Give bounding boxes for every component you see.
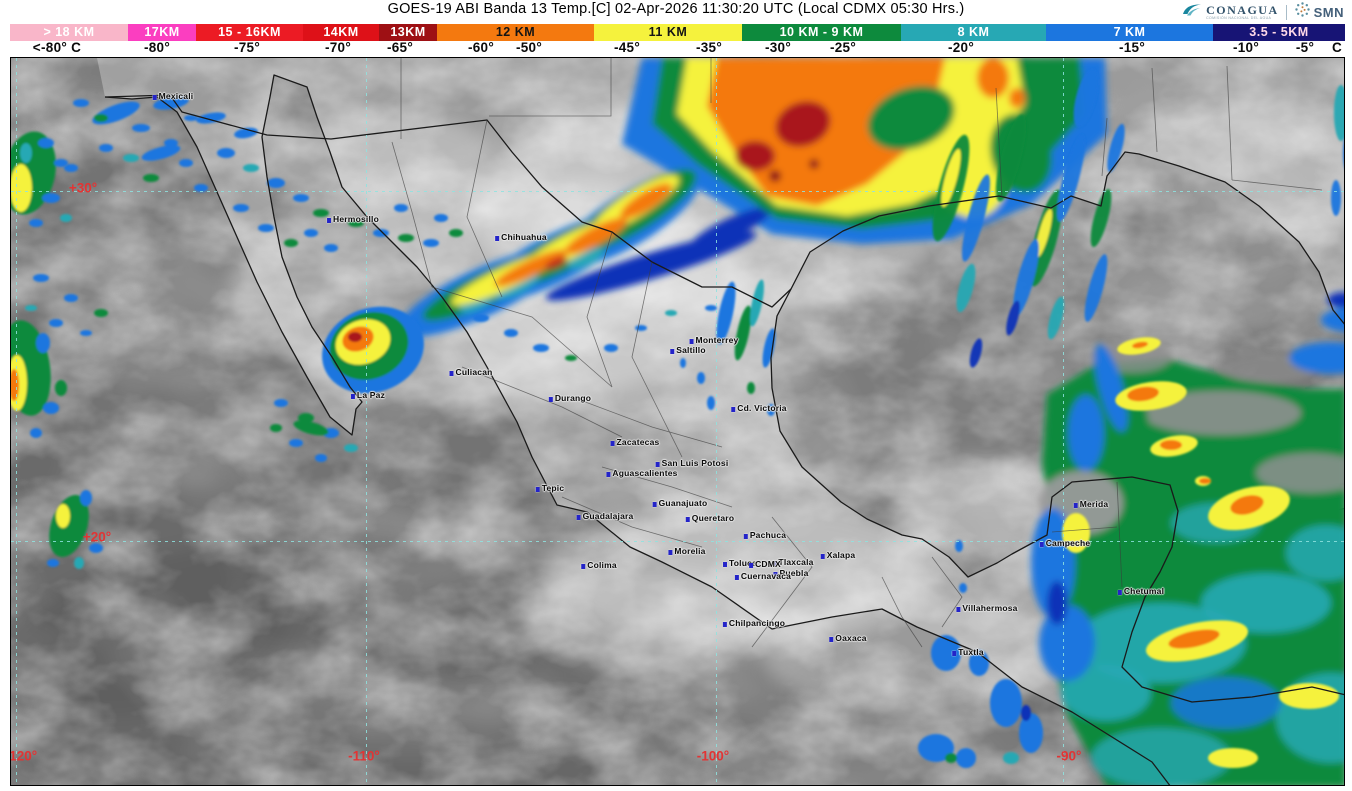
colorbar-segment: 13KM — [379, 24, 437, 41]
city-label: Zacatecas — [611, 437, 660, 447]
temp-label: <-80° C — [32, 40, 82, 55]
city-label: Aguascalientes — [606, 468, 677, 478]
coastlines — [104, 74, 1344, 785]
city-label: Pachuca — [744, 530, 786, 540]
city-label: Villahermosa — [956, 603, 1017, 613]
gridline-vertical — [716, 58, 717, 785]
city-label: Merida — [1074, 499, 1109, 509]
city-label: Colima — [581, 560, 617, 570]
colorbar-segment: 8 KM — [901, 24, 1046, 41]
longitude-label: -120° — [10, 748, 38, 764]
colorbar-segment: 7 KM — [1046, 24, 1213, 41]
city-label: San Luis Potosi — [656, 458, 729, 468]
longitude-label: -100° — [696, 748, 730, 764]
latitude-label: +30° — [68, 180, 98, 196]
city-label: Campeche — [1040, 538, 1091, 548]
city-label: Chilpancingo — [723, 618, 785, 628]
conagua-tagline: COMISIÓN NACIONAL DEL AGUA — [1206, 15, 1272, 20]
smn-spiral-icon — [1294, 1, 1311, 23]
smn-wordmark: SMN — [1313, 4, 1344, 20]
altitude-colorbar: > 18 KM 17KM 15 - 16KM 14KM 13KM 12 KM 11 KM 10… — [0, 24, 1352, 41]
city-label: Tlaxcala — [772, 557, 813, 567]
longitude-label: -90° — [1056, 748, 1082, 764]
speckles-northwest — [25, 96, 463, 336]
page-title: GOES-19 ABI Banda 13 Temp.[C] 02-Apr-202… — [387, 1, 965, 17]
temp-label: -75° — [233, 40, 261, 55]
city-label: Mexicali — [153, 91, 194, 101]
temp-label: -70° — [324, 40, 352, 55]
city-label: Queretaro — [686, 513, 734, 523]
city-label: Puebla — [773, 568, 808, 578]
gridline-vertical — [366, 58, 367, 785]
city-label: Tuxtla — [952, 647, 984, 657]
gridline-horizontal — [11, 541, 1344, 542]
storm-east-streaks — [932, 68, 1344, 368]
temp-label: -45° — [613, 40, 641, 55]
colorbar-segment: 17KM — [128, 24, 196, 41]
temperature-scale: <-80° C -80° -75° -70° -65° -60° -50° -45° -35° -… — [0, 40, 1352, 57]
city-label: Xalapa — [821, 550, 856, 560]
temp-label: -5° — [1295, 40, 1315, 55]
gridline-horizontal — [11, 191, 1344, 192]
city-label: Morelia — [668, 546, 705, 556]
city-label: Chetumal — [1118, 586, 1164, 596]
smn-logo: SMN — [1294, 1, 1344, 23]
city-label: Culiacan — [449, 367, 492, 377]
city-label: Tepic — [536, 483, 565, 493]
temp-label: -20° — [947, 40, 975, 55]
temp-label: -15° — [1118, 40, 1146, 55]
gridline-vertical — [16, 58, 17, 785]
conagua-logo: CONAGUA COMISIÓN NACIONAL DEL AGUA — [1181, 2, 1279, 22]
satellite-imagery — [11, 58, 1344, 785]
colorbar-segment: 3.5 - 5KM — [1213, 24, 1345, 41]
colorbar-segment: 14KM — [303, 24, 379, 41]
temp-label: -65° — [386, 40, 414, 55]
city-label: Cd. Victoria — [731, 403, 786, 413]
temp-label: -60° — [467, 40, 495, 55]
conagua-wordmark: CONAGUA — [1206, 2, 1279, 17]
temp-label: -25° — [829, 40, 857, 55]
city-label: Hermosillo — [327, 214, 379, 224]
temp-label: -30° — [764, 40, 792, 55]
city-label: Oaxaca — [829, 633, 866, 643]
city-label: Durango — [549, 393, 591, 403]
temp-label: C — [1331, 40, 1343, 55]
temp-label: -50° — [515, 40, 543, 55]
city-label: Toluca — [723, 558, 757, 568]
latitude-label: +20° — [82, 529, 112, 545]
speckles-south-gulf — [918, 540, 1043, 768]
colorbar-segment: 10 KM - 9 KM — [742, 24, 901, 41]
gridline-vertical — [1063, 58, 1064, 785]
satellite-map: -120° -110° -100° -90° +30° +20° Mexicali Herm… — [10, 57, 1345, 786]
conagua-wave-icon — [1181, 2, 1203, 22]
temp-label: -80° — [143, 40, 171, 55]
city-label: Chihuahua — [495, 232, 547, 242]
colorbar-segment: 15 - 16KM — [196, 24, 303, 41]
longitude-label: -110° — [348, 748, 380, 764]
city-label: Monterrey — [690, 335, 739, 345]
temp-label: -10° — [1232, 40, 1260, 55]
speckles-below-band — [473, 305, 717, 361]
agency-logos: CONAGUA COMISIÓN NACIONAL DEL AGUA SMN — [1178, 2, 1347, 22]
colorbar-segment: 12 KM — [437, 24, 594, 41]
city-label: CDMX — [749, 559, 781, 569]
city-label: Saltillo — [670, 345, 705, 355]
logo-divider — [1285, 4, 1287, 20]
city-label: Cuernavaca — [735, 571, 791, 581]
city-label: La Paz — [351, 390, 385, 400]
city-label: Guanajuato — [653, 498, 708, 508]
storm-baja — [270, 306, 424, 462]
temp-label: -35° — [695, 40, 723, 55]
colorbar-segment: > 18 KM — [10, 24, 128, 41]
colorbar-segment: 11 KM — [594, 24, 742, 41]
city-label: Guadalajara — [577, 511, 634, 521]
